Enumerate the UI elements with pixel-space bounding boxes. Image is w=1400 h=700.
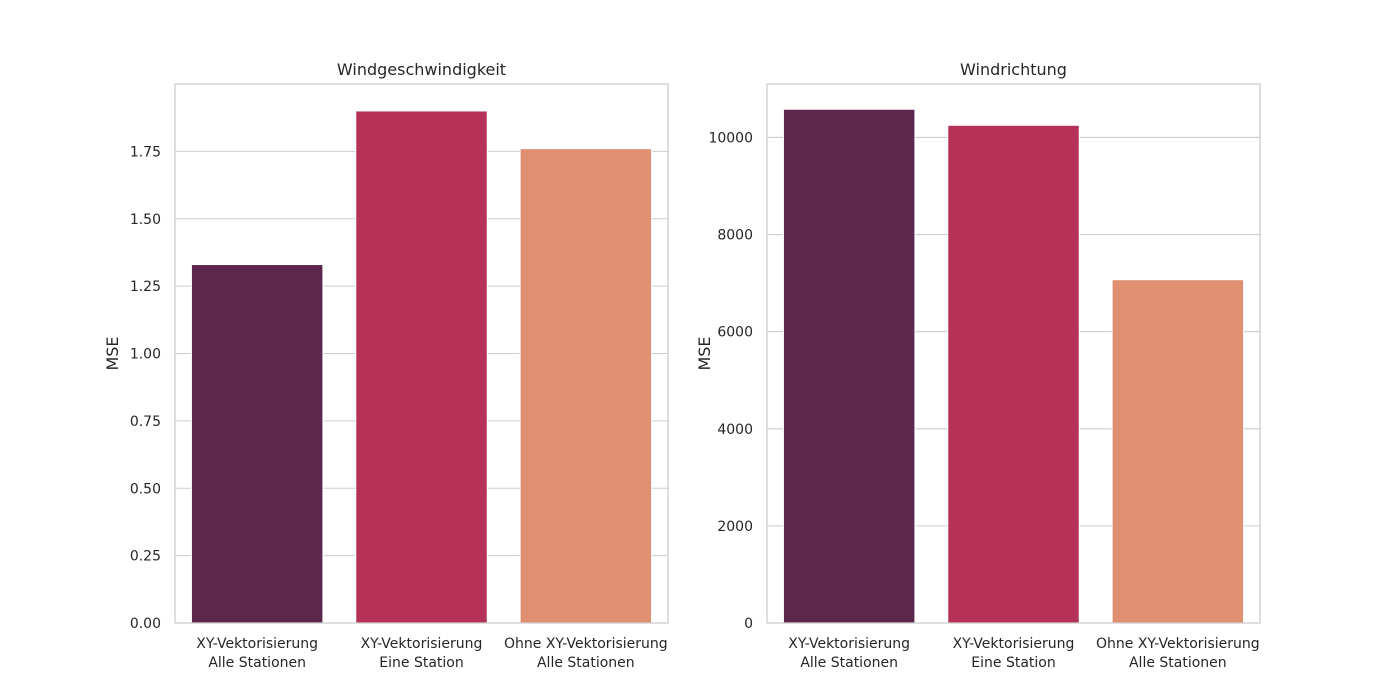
y-tick-label: 8000 (717, 228, 753, 244)
x-tick-label-line: Ohne XY-Vektorisierung (504, 636, 668, 652)
y-tick-label: 1.75 (130, 144, 161, 160)
x-tick-label-line: Eine Station (971, 655, 1055, 671)
y-tick-label: 10000 (708, 130, 753, 146)
x-tick-label: XY-Vektorisierung Eine Station (953, 636, 1075, 671)
x-tick-label-line: Alle Stationen (800, 655, 898, 671)
chart-title: Windgeschwindigkeit (337, 60, 506, 79)
panel-windgeschwindigkeit: 0.00 0.25 0.50 0.75 1.00 1.25 1.50 1.75 XY-Vekt… (103, 60, 669, 671)
x-tick-label: Ohne XY-Vektorisierung Alle Stationen (504, 636, 668, 671)
x-axis-ticks: XY-Vektorisierung Alle StationenXY-Vektor… (196, 636, 667, 671)
x-tick-label: XY-Vektorisierung Alle Stationen (196, 636, 318, 671)
bars (190, 110, 653, 624)
x-tick-label: XY-Vektorisierung Alle Stationen (788, 636, 910, 671)
bar (1111, 279, 1245, 624)
panel-windrichtung: 0 2000 4000 6000 8000 10000 XY-Vektorisierung… (695, 60, 1261, 671)
x-tick-label-line: Alle Stationen (208, 655, 306, 671)
y-tick-label: 2000 (717, 519, 753, 535)
x-tick-label-line: Eine Station (379, 655, 463, 671)
y-axis-ticks: 0 2000 4000 6000 8000 10000 (708, 130, 753, 632)
y-tick-label: 0.75 (130, 414, 161, 430)
y-axis-label: MSE (103, 336, 122, 370)
x-tick-label: Ohne XY-Vektorisierung Alle Stationen (1096, 636, 1260, 671)
x-tick-label: XY-Vektorisierung Eine Station (361, 636, 483, 671)
y-tick-label: 1.25 (130, 279, 161, 295)
bar (355, 110, 488, 624)
x-tick-label-line: XY-Vektorisierung (196, 636, 318, 652)
x-tick-label-line: Alle Stationen (537, 655, 635, 671)
y-tick-label: 1.00 (130, 347, 161, 363)
bar (782, 108, 916, 624)
bar (947, 124, 1080, 624)
chart-title: Windrichtung (960, 60, 1067, 79)
y-tick-label: 4000 (717, 422, 753, 438)
y-axis-label: MSE (695, 336, 714, 370)
x-tick-label-line: Alle Stationen (1129, 655, 1227, 671)
bars (782, 108, 1245, 624)
y-axis-ticks: 0.00 0.25 0.50 0.75 1.00 1.25 1.50 1.75 (130, 144, 161, 632)
x-tick-label-line: XY-Vektorisierung (953, 636, 1075, 652)
x-axis-ticks: XY-Vektorisierung Alle StationenXY-Vektor… (788, 636, 1259, 671)
y-tick-label: 0.50 (130, 481, 161, 497)
y-tick-label: 0 (744, 616, 753, 632)
bar (519, 148, 653, 624)
y-tick-label: 6000 (717, 325, 753, 341)
x-tick-label-line: Ohne XY-Vektorisierung (1096, 636, 1260, 652)
x-tick-label-line: XY-Vektorisierung (788, 636, 910, 652)
plot-frame (174, 83, 669, 624)
y-tick-label: 0.25 (130, 549, 161, 565)
bar (190, 264, 324, 624)
y-tick-label: 0.00 (130, 616, 161, 632)
plot-frame (766, 83, 1261, 624)
x-tick-label-line: XY-Vektorisierung (361, 636, 483, 652)
y-tick-label: 1.50 (130, 212, 161, 228)
